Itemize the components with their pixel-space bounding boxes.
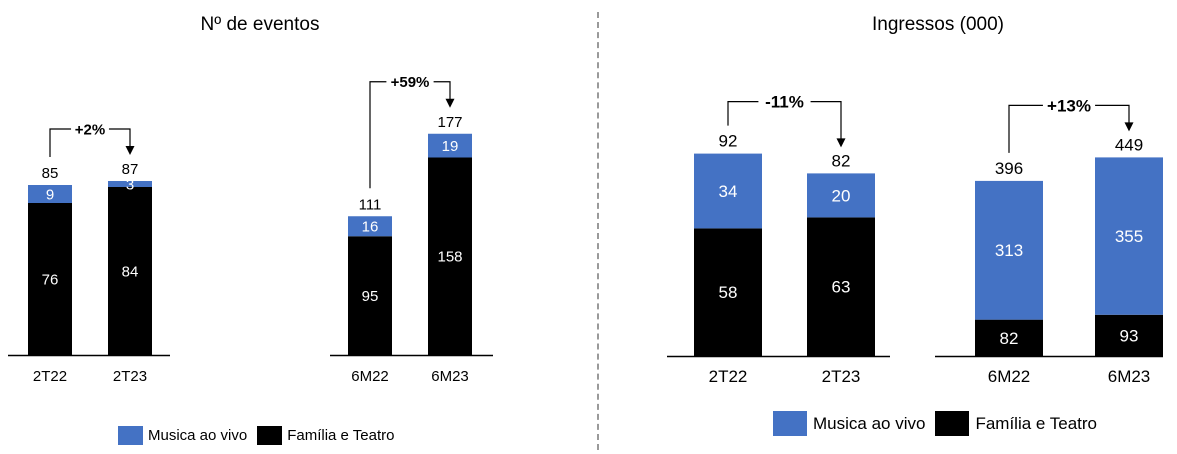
- panel-divider: [597, 12, 599, 450]
- growth-arrowhead: [1124, 122, 1134, 132]
- total-label: 92: [719, 132, 738, 151]
- growth-arrowhead: [125, 146, 135, 155]
- growth-bracket: [1008, 104, 1130, 153]
- growth-bracket: [369, 81, 451, 189]
- total-label: 85: [42, 165, 59, 182]
- bar-familia-teatro: [807, 217, 875, 356]
- data-label-musica-ao-vivo: 355: [1115, 227, 1143, 246]
- chart-title-tickets: Ingressos (000): [871, 14, 1004, 35]
- growth-label: +59%: [391, 74, 430, 91]
- growth-bracket: [49, 128, 131, 157]
- legend-label-family-theatre: Família e Teatro: [975, 413, 1098, 433]
- bar-familia-teatro: [348, 236, 392, 355]
- category-label: 2T23: [822, 367, 861, 386]
- bar-familia-teatro: [975, 319, 1043, 356]
- chart-title-events: Nº de eventos: [200, 14, 320, 35]
- category-label: 2T23: [113, 368, 147, 385]
- data-label-musica-ao-vivo: 9: [46, 186, 54, 203]
- bar-musica-ao-vivo: [428, 133, 472, 158]
- category-label: 6M22: [351, 368, 389, 385]
- bar-musica-ao-vivo: [694, 153, 762, 229]
- data-label-musica-ao-vivo: 313: [995, 241, 1023, 260]
- growth-label: +13%: [1047, 96, 1091, 115]
- growth-label: +2%: [75, 121, 105, 138]
- category-label: 2T22: [709, 367, 748, 386]
- data-label-musica-ao-vivo: 19: [442, 138, 459, 155]
- total-label: 87: [122, 161, 139, 178]
- bar-musica-ao-vivo: [807, 173, 875, 218]
- data-label-familia-teatro: 158: [437, 249, 462, 266]
- legend-events: Musica ao vivo Família e Teatro: [118, 426, 405, 445]
- data-label-familia-teatro: 76: [42, 271, 59, 288]
- bar-familia-teatro: [28, 203, 72, 355]
- legend-swatch-live-music: [773, 411, 807, 436]
- data-label-familia-teatro: 58: [719, 283, 738, 302]
- data-label-familia-teatro: 84: [122, 263, 139, 280]
- bar-musica-ao-vivo: [975, 180, 1043, 320]
- bar-musica-ao-vivo: [1095, 157, 1163, 315]
- total-label: 111: [359, 196, 382, 213]
- data-label-musica-ao-vivo: 16: [362, 219, 379, 236]
- category-label: 6M23: [431, 368, 469, 385]
- bar-musica-ao-vivo: [348, 216, 392, 237]
- legend-swatch-family-theatre: [935, 411, 970, 436]
- data-label-musica-ao-vivo: 3: [126, 176, 134, 193]
- total-label: 449: [1115, 135, 1143, 154]
- total-label: 177: [437, 114, 462, 131]
- growth-label: -11%: [765, 93, 804, 112]
- legend-swatch-live-music: [118, 426, 143, 445]
- legend-tickets: Musica ao vivo Família e Teatro: [773, 411, 1107, 436]
- data-label-musica-ao-vivo: 34: [719, 182, 738, 201]
- data-label-familia-teatro: 93: [1120, 326, 1139, 345]
- bar-familia-teatro: [1095, 314, 1163, 356]
- bar-familia-teatro: [428, 157, 472, 355]
- legend-label-family-theatre: Família e Teatro: [287, 427, 395, 444]
- category-label: 2T22: [33, 368, 67, 385]
- bar-musica-ao-vivo: [28, 185, 72, 203]
- growth-arrowhead: [836, 138, 846, 148]
- total-label: 396: [995, 159, 1023, 178]
- total-label: 82: [832, 151, 851, 170]
- legend-swatch-family-theatre: [257, 426, 283, 445]
- bar-musica-ao-vivo: [108, 181, 152, 187]
- data-label-familia-teatro: 82: [1000, 329, 1019, 348]
- bar-familia-teatro: [108, 187, 152, 355]
- category-label: 6M22: [988, 367, 1031, 386]
- growth-bracket: [727, 101, 842, 140]
- legend-label-live-music: Musica ao vivo: [813, 413, 926, 433]
- growth-arrowhead: [445, 98, 455, 108]
- data-label-musica-ao-vivo: 20: [832, 186, 851, 205]
- data-label-familia-teatro: 95: [362, 288, 379, 305]
- data-label-familia-teatro: 63: [832, 278, 851, 297]
- category-label: 6M23: [1108, 367, 1151, 386]
- bar-familia-teatro: [694, 228, 762, 356]
- legend-label-live-music: Musica ao vivo: [148, 427, 248, 444]
